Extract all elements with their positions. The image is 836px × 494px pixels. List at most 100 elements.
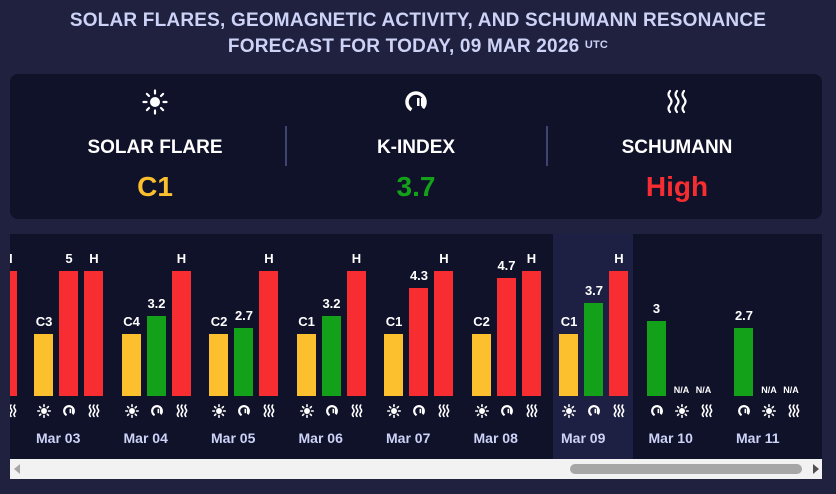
schumann-bar xyxy=(84,271,103,396)
k-index-bar xyxy=(321,316,341,396)
waves-icon xyxy=(542,89,812,115)
waves-icon xyxy=(525,404,539,423)
sun-icon xyxy=(674,404,689,423)
schumann-bar xyxy=(521,271,541,396)
day-label: Mar 08 xyxy=(473,430,518,446)
utc-label: UTC xyxy=(584,39,609,51)
scrollbar-thumb[interactable] xyxy=(570,464,802,474)
sun-icon xyxy=(37,404,51,423)
k-index-value: 3.7 xyxy=(396,171,436,202)
k-index-bar xyxy=(234,328,253,396)
day-label: Mar 11 xyxy=(736,430,780,446)
magnet-icon xyxy=(737,404,751,423)
k-index-bar xyxy=(496,278,516,396)
schumann-label: SCHUMANN xyxy=(621,137,733,158)
schumann-bar xyxy=(609,271,628,396)
horizontal-scrollbar[interactable] xyxy=(10,459,822,479)
flare-bar xyxy=(296,334,316,396)
k-index-bar xyxy=(734,328,753,396)
schumann-bar xyxy=(10,271,17,396)
waves-icon xyxy=(262,404,276,423)
schumann-bar xyxy=(259,271,278,396)
k-index-bar-label: 3.2 xyxy=(322,296,341,311)
magnet-icon xyxy=(500,404,514,423)
sun-icon xyxy=(299,404,314,423)
magnet-icon xyxy=(150,404,164,423)
flare-bar xyxy=(209,334,228,396)
waves-icon xyxy=(700,404,714,423)
schumann-bar-label: H xyxy=(614,251,624,266)
scroll-left-arrow-icon[interactable] xyxy=(13,464,21,474)
k-index-bar-label: 3.2 xyxy=(147,296,166,311)
magnet-icon xyxy=(62,404,76,423)
magnet-icon xyxy=(587,404,601,423)
k-index-bar xyxy=(646,321,666,396)
k-index-bar-label: 2.7 xyxy=(734,308,754,323)
day-label: Mar 03 xyxy=(36,430,81,446)
schumann-na-label: N/A xyxy=(783,385,799,395)
flare-bar-label: C4 xyxy=(123,314,140,329)
waves-icon xyxy=(612,404,626,423)
divider xyxy=(285,126,287,166)
flare-bar-label: C2 xyxy=(210,314,228,329)
sun-icon xyxy=(387,404,401,423)
k-index-label: K-INDEX xyxy=(376,137,456,158)
flare-bar xyxy=(34,334,53,396)
schumann-bar xyxy=(171,271,191,396)
k-index-summary: K-INDEX 3.7 xyxy=(281,74,551,219)
flare-na-label: N/A xyxy=(761,385,777,395)
title-line-1: SOLAR FLARES, GEOMAGNETIC ACTIVITY, AND … xyxy=(69,10,767,31)
k-index-bar-label: 4.7 xyxy=(497,258,516,273)
sun-icon xyxy=(474,404,489,423)
solar-flare-summary: SOLAR FLARE C1 xyxy=(20,74,290,219)
flare-bar-label: C1 xyxy=(385,314,403,329)
divider xyxy=(546,126,548,166)
day-label: Mar 04 xyxy=(123,430,168,446)
waves-icon xyxy=(87,404,101,423)
flare-bar xyxy=(559,334,578,396)
schumann-na-label: N/A xyxy=(695,385,712,395)
schumann-bar-label: H xyxy=(89,251,99,266)
magnet-icon xyxy=(281,89,551,115)
schumann-bar-label: H xyxy=(264,251,274,266)
sun-icon xyxy=(762,404,776,423)
solar-flare-label: SOLAR FLARE xyxy=(87,137,223,158)
k-index-bar-label: 5 xyxy=(65,251,73,266)
schumann-bar-label: H xyxy=(439,251,449,266)
sun-icon xyxy=(124,404,139,423)
flare-bar-label: C1 xyxy=(298,314,315,329)
schumann-bar-label: H xyxy=(176,251,187,266)
k-index-bar-label: 2.7 xyxy=(234,308,254,323)
sun-icon xyxy=(212,404,226,423)
magnet-icon xyxy=(650,404,664,423)
day-label: Mar 06 xyxy=(298,430,343,446)
sun-icon xyxy=(562,404,576,423)
magnet-icon xyxy=(237,404,251,423)
schumann-bar-label: H xyxy=(526,251,537,266)
schumann-bar xyxy=(346,271,366,396)
waves-icon xyxy=(10,404,18,423)
sun-icon xyxy=(20,89,290,115)
day-label: Mar 07 xyxy=(386,430,431,446)
schumann-bar-label: H xyxy=(10,251,26,266)
flare-bar-label: C1 xyxy=(560,314,578,329)
flare-bar-label: C3 xyxy=(35,314,53,329)
forecast-chart[interactable]: H C3 5 H Mar 03 C4 3.2 H Mar 04 C2 2.7 H Mar 05 C1 3.2… xyxy=(10,234,822,459)
waves-icon xyxy=(437,404,451,423)
k-index-bar xyxy=(146,316,166,396)
flare-bar xyxy=(121,334,141,396)
flare-bar-label: C2 xyxy=(473,314,490,329)
page-title: SOLAR FLARES, GEOMAGNETIC ACTIVITY, AND … xyxy=(0,8,836,62)
scroll-right-arrow-icon[interactable] xyxy=(812,464,820,474)
waves-icon xyxy=(350,404,364,423)
k-index-bar xyxy=(409,288,428,396)
magnet-icon xyxy=(412,404,426,423)
waves-icon xyxy=(175,404,189,423)
schumann-bar xyxy=(434,271,453,396)
title-line-2-text: FORECAST FOR TODAY, 09 MAR 2026 xyxy=(227,36,580,57)
schumann-bar-label: H xyxy=(351,251,362,266)
k-index-bar-label: 4.3 xyxy=(409,268,429,283)
k-index-bar-label: 3.7 xyxy=(584,283,604,298)
waves-icon xyxy=(787,404,801,423)
solar-flare-value: C1 xyxy=(137,171,173,202)
